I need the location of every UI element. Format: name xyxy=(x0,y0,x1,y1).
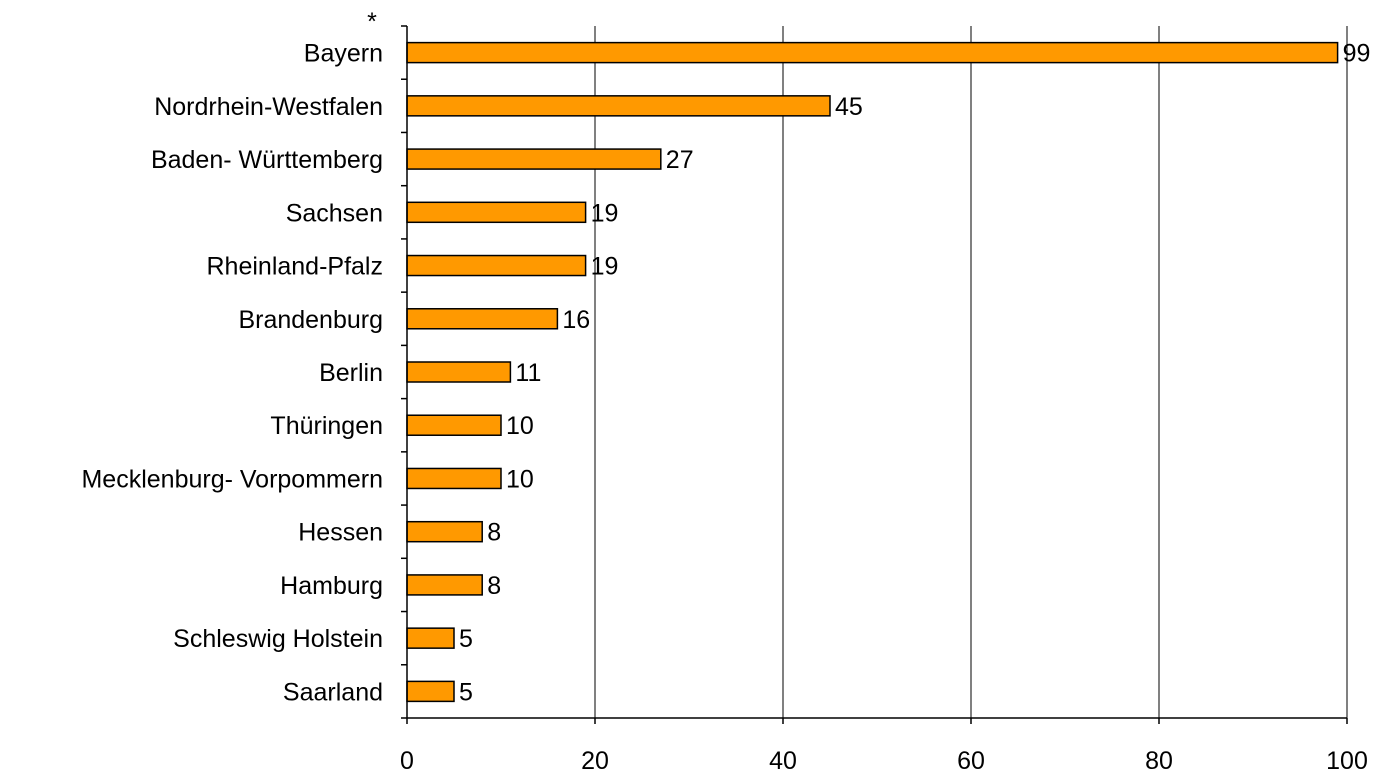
bar-9 xyxy=(406,520,483,543)
value-label-5: 16 xyxy=(562,306,590,334)
x-tick-label-40: 40 xyxy=(769,747,797,775)
category-label-4: Rheinland-Pfalz xyxy=(207,253,384,281)
category-label-7: Thüringen xyxy=(270,412,383,440)
category-label-6: Berlin xyxy=(319,359,383,387)
chart-marker-asterisk: * xyxy=(367,8,377,36)
category-label-9: Hessen xyxy=(298,519,383,547)
bar-7 xyxy=(406,414,502,436)
value-label-6: 11 xyxy=(515,359,541,387)
category-label-8: Mecklenburg- Vorpommern xyxy=(81,465,383,493)
category-label-11: Schleswig Holstein xyxy=(173,625,383,653)
category-label-1: Nordrhein-Westfalen xyxy=(154,93,383,121)
bars xyxy=(406,41,1339,703)
value-label-11: 5 xyxy=(459,625,473,653)
bar-11 xyxy=(406,627,455,649)
x-tick-label-0: 0 xyxy=(400,747,414,775)
value-label-1: 45 xyxy=(835,93,863,121)
value-label-4: 19 xyxy=(591,253,619,281)
labels: 99 Bayern 45 Nordrhein-Westfalen 27 Baden- Wü… xyxy=(81,40,1370,775)
value-label-9: 8 xyxy=(487,519,501,547)
bar-10 xyxy=(406,574,483,596)
value-label-0: 99 xyxy=(1343,40,1371,68)
x-tick-label-80: 80 xyxy=(1145,747,1173,775)
bar-0 xyxy=(406,41,1339,64)
category-label-12: Saarland xyxy=(283,678,383,706)
bar-8 xyxy=(406,467,502,490)
bar-5 xyxy=(406,308,559,330)
axes xyxy=(401,25,1348,724)
bar-6 xyxy=(406,361,512,383)
bar-3 xyxy=(406,201,587,224)
category-label-0: Bayern xyxy=(304,40,383,68)
x-tick-label-60: 60 xyxy=(957,747,985,775)
bar-12 xyxy=(406,680,455,703)
category-label-3: Sachsen xyxy=(286,199,383,227)
value-label-7: 10 xyxy=(506,412,534,440)
value-label-2: 27 xyxy=(666,146,694,174)
value-label-10: 8 xyxy=(487,572,501,600)
category-label-5: Brandenburg xyxy=(238,306,383,334)
value-label-12: 5 xyxy=(459,678,473,706)
gridlines xyxy=(594,26,1348,718)
x-tick-label-100: 100 xyxy=(1326,747,1368,775)
bar-2 xyxy=(406,148,662,170)
value-label-3: 19 xyxy=(591,199,619,227)
category-label-10: Hamburg xyxy=(280,572,383,600)
bar-1 xyxy=(406,95,831,117)
category-label-2: Baden- Württemberg xyxy=(151,146,383,174)
bar-4 xyxy=(406,254,587,277)
value-label-8: 10 xyxy=(506,465,534,493)
x-tick-label-20: 20 xyxy=(581,747,609,775)
